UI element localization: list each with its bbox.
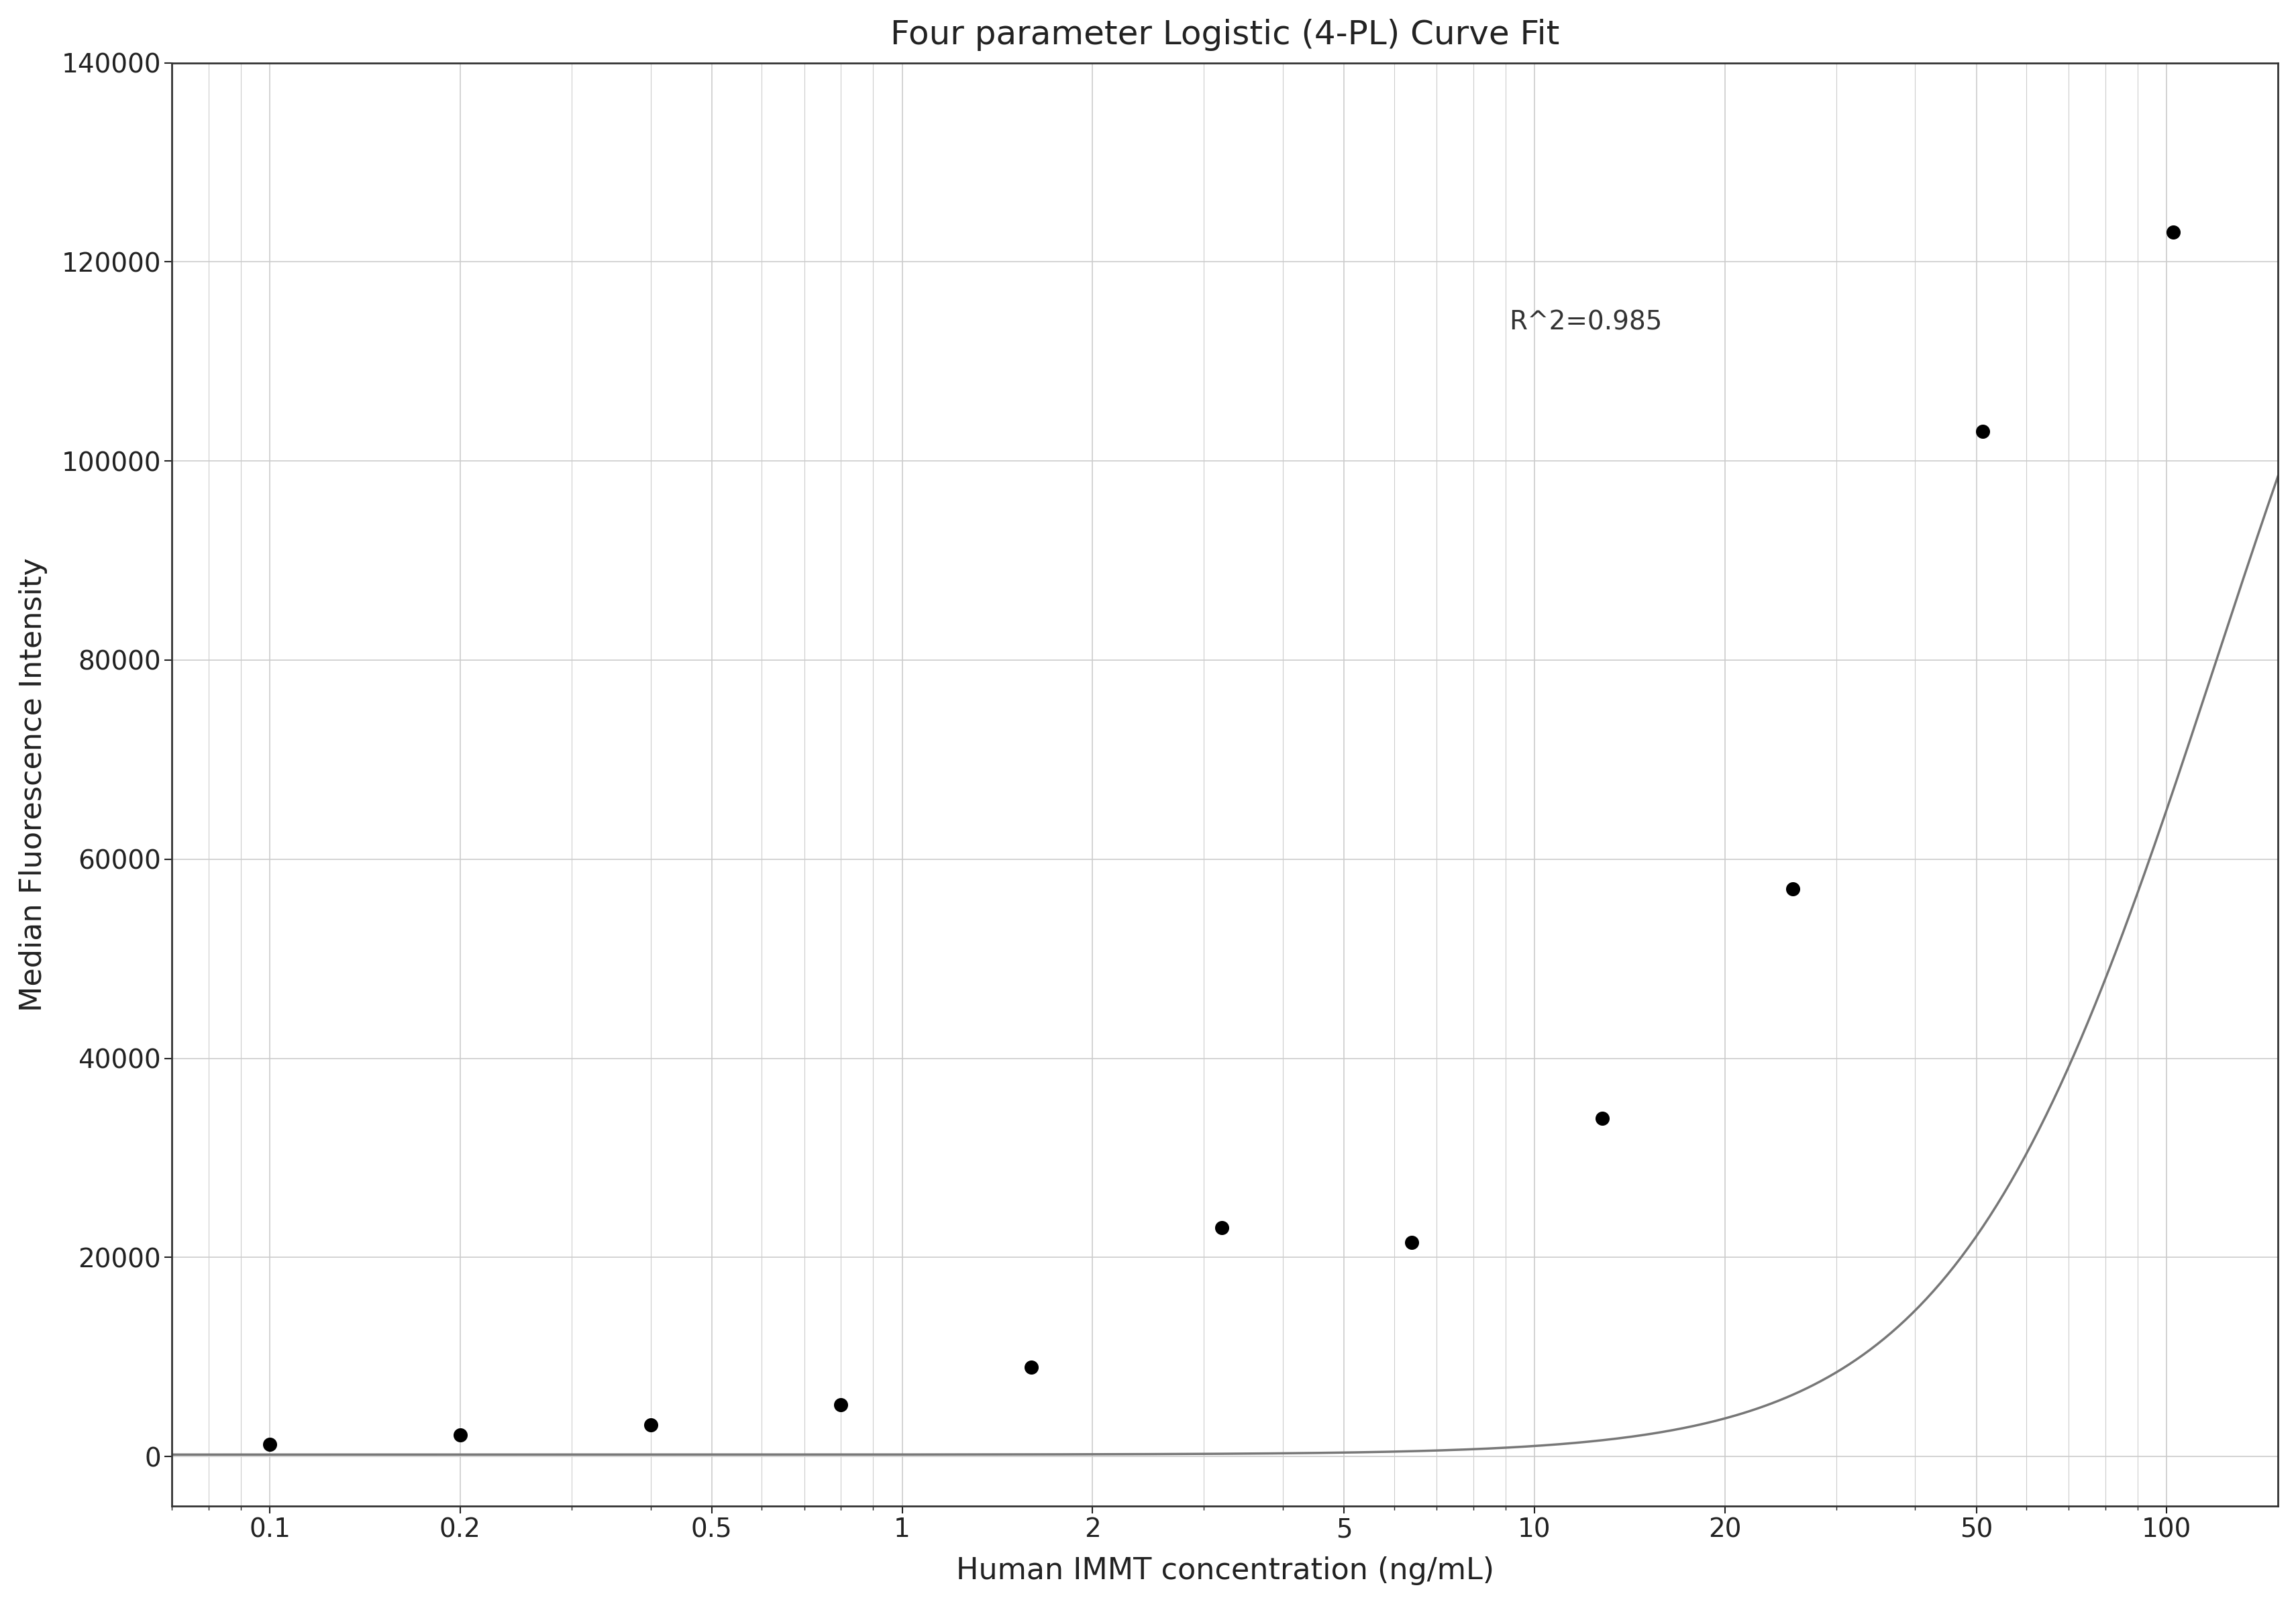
Text: R^2=0.985: R^2=0.985 — [1508, 310, 1662, 335]
Point — [441, 1421, 478, 1447]
Point — [1963, 419, 2000, 444]
Point — [631, 1412, 668, 1437]
Point — [1773, 876, 1809, 901]
Point — [2154, 220, 2190, 245]
Point — [1203, 1214, 1240, 1240]
Point — [822, 1392, 859, 1418]
Point — [1013, 1354, 1049, 1379]
Y-axis label: Median Fluorescence Intensity: Median Fluorescence Intensity — [18, 558, 48, 1012]
X-axis label: Human IMMT concentration (ng/mL): Human IMMT concentration (ng/mL) — [955, 1556, 1495, 1585]
Point — [1394, 1230, 1430, 1256]
Point — [1584, 1105, 1621, 1131]
Point — [250, 1432, 287, 1458]
Title: Four parameter Logistic (4-PL) Curve Fit: Four parameter Logistic (4-PL) Curve Fit — [891, 19, 1559, 51]
